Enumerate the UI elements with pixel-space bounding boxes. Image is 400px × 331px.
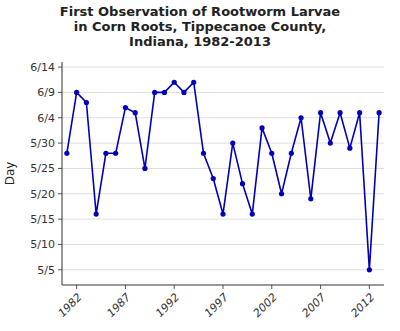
data-point xyxy=(328,140,333,145)
data-point xyxy=(172,80,177,85)
tick-mark xyxy=(58,244,62,245)
grid-line xyxy=(62,168,384,169)
title: First Observation of Rootworm Larvaein C… xyxy=(60,4,341,49)
tick-label: 5/30 xyxy=(30,137,55,150)
grid-line xyxy=(62,117,384,118)
grid-line xyxy=(62,67,384,68)
data-point xyxy=(279,191,284,196)
tick-label: 2007 xyxy=(300,291,329,320)
tick-label: 5/10 xyxy=(30,238,55,251)
title-line: in Corn Roots, Tippecanoe County, xyxy=(74,19,327,34)
tick-label: 2012 xyxy=(348,291,377,320)
x-axis: 1982 1987 1992 1997 2002 2007 2012 xyxy=(56,285,378,320)
y-axis-label: Day xyxy=(3,162,17,186)
title-line: First Observation of Rootworm Larvae xyxy=(60,4,341,19)
tick-label: 1992 xyxy=(153,291,182,320)
data-point xyxy=(84,100,89,105)
tick-label: 6/9 xyxy=(37,86,55,99)
data-point xyxy=(201,151,206,156)
y-axis: 5/5 5/10 5/15 5/20 5/25 5/30 6/4 6/9 6/14 xyxy=(30,61,384,277)
data-point xyxy=(181,90,186,95)
data-point xyxy=(377,110,382,115)
data-group xyxy=(64,80,381,273)
tick-label: 5/5 xyxy=(37,264,55,277)
data-point xyxy=(133,110,138,115)
tick-mark xyxy=(58,117,62,118)
tick-label: 6/14 xyxy=(30,61,55,74)
y-axis-line xyxy=(62,62,63,285)
data-point xyxy=(308,196,313,201)
tick-label: 1987 xyxy=(104,291,133,320)
tick-mark xyxy=(58,143,62,144)
grid-line xyxy=(62,143,384,144)
data-point xyxy=(269,151,274,156)
data-point xyxy=(289,151,294,156)
data-point xyxy=(162,90,167,95)
data-point xyxy=(347,146,352,151)
data-point xyxy=(259,125,264,130)
tick-mark xyxy=(58,92,62,93)
grid-line xyxy=(62,219,384,220)
tick-mark xyxy=(125,285,126,289)
data-point xyxy=(240,181,245,186)
tick-label: 1997 xyxy=(202,291,231,320)
data-point xyxy=(220,211,225,216)
tick-label: 5/15 xyxy=(30,213,55,226)
tick-mark xyxy=(58,67,62,68)
title-line: Indiana, 1982-2013 xyxy=(129,34,271,49)
data-point xyxy=(211,176,216,181)
tick-label: 5/20 xyxy=(30,188,55,201)
tick-mark xyxy=(58,168,62,169)
tick-mark xyxy=(58,193,62,194)
tick-mark xyxy=(271,285,272,289)
data-point xyxy=(74,90,79,95)
data-point xyxy=(250,211,255,216)
x-axis-line xyxy=(62,285,384,286)
tick-label: 6/4 xyxy=(37,112,55,125)
grid-line xyxy=(62,244,384,245)
chart-svg: First Observation of Rootworm Larvaein C… xyxy=(0,0,400,331)
data-point xyxy=(152,90,157,95)
tick-label: 5/25 xyxy=(30,162,55,175)
tick-mark xyxy=(174,285,175,289)
grid-line xyxy=(62,193,384,194)
data-point xyxy=(123,105,128,110)
data-point xyxy=(191,80,196,85)
tick-mark xyxy=(58,269,62,270)
tick-mark xyxy=(320,285,321,289)
tick-mark xyxy=(76,285,77,289)
data-point xyxy=(337,110,342,115)
data-point xyxy=(94,211,99,216)
data-point xyxy=(367,267,372,272)
grid-line xyxy=(62,92,384,93)
tick-mark xyxy=(223,285,224,289)
tick-mark xyxy=(58,219,62,220)
data-point xyxy=(230,140,235,145)
tick-mark xyxy=(369,285,370,289)
data-point xyxy=(318,110,323,115)
grid-line xyxy=(62,269,384,270)
data-point xyxy=(142,166,147,171)
tick-label: 2002 xyxy=(251,291,280,320)
data-point xyxy=(298,115,303,120)
data-point xyxy=(103,151,108,156)
data-point xyxy=(64,151,69,156)
data-point xyxy=(113,151,118,156)
data-point xyxy=(357,110,362,115)
series-line xyxy=(67,82,379,270)
tick-label: 1982 xyxy=(56,291,85,320)
chart-container: First Observation of Rootworm Larvaein C… xyxy=(0,0,400,331)
